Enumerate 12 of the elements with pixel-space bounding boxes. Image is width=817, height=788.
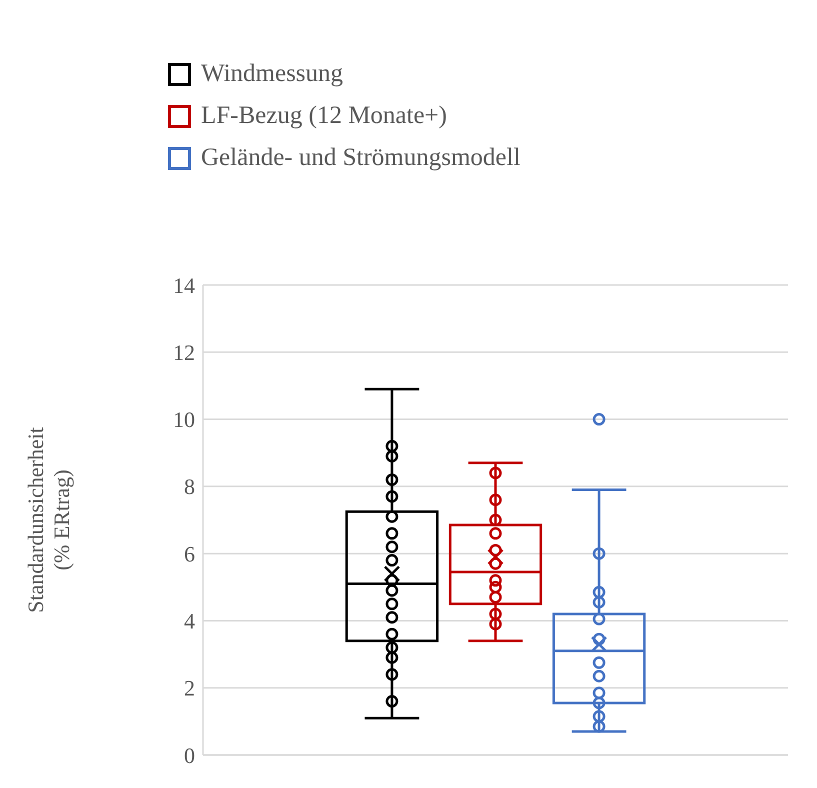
y-tick-label: 6: [184, 541, 195, 566]
legend-label: LF-Bezug (12 Monate+): [201, 102, 447, 130]
y-tick-label: 0: [184, 742, 195, 768]
y-tick-label: 14: [173, 272, 195, 298]
legend-label: Windmessung: [201, 60, 344, 88]
y-tick-label: 10: [173, 407, 195, 432]
y-tick-label: 2: [184, 676, 195, 701]
y-tick-label: 12: [173, 340, 195, 365]
legend-label: Gelände- und Strömungsmodell: [201, 144, 520, 172]
y-axis-title: Standardunsicherheit (% ERtrag): [23, 427, 74, 613]
y-tick-label: 4: [184, 608, 195, 634]
y-tick-label: 8: [184, 474, 195, 500]
